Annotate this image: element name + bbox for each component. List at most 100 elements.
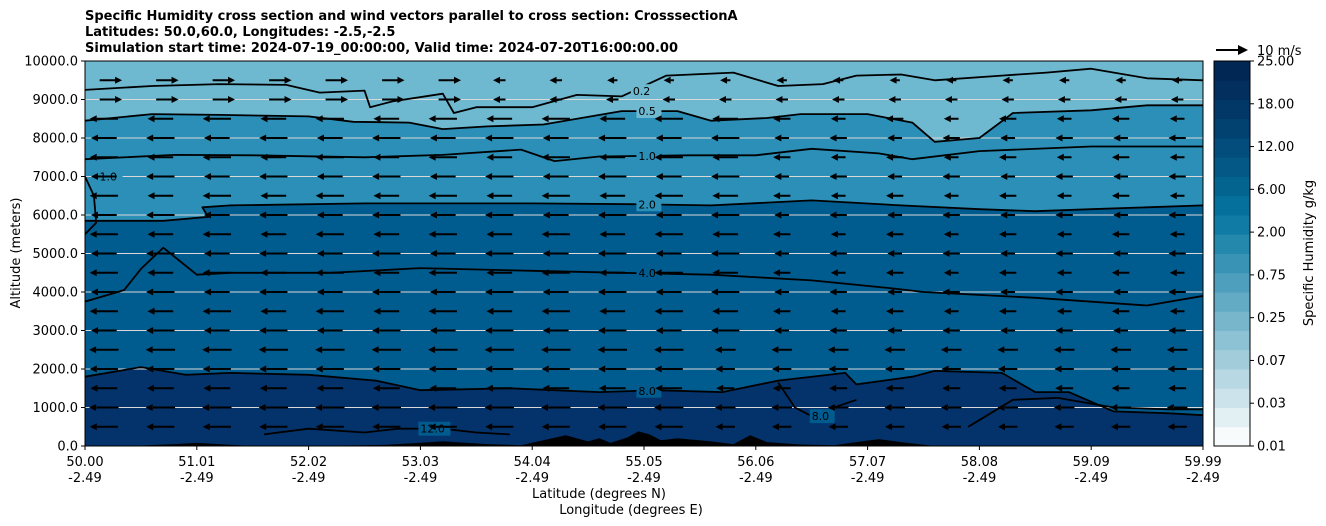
wind-vector-head xyxy=(772,423,780,431)
wind-vector-head xyxy=(943,307,951,315)
wind-vector-head xyxy=(1113,173,1121,180)
contour-label-bg xyxy=(636,383,662,398)
wind-vector-head xyxy=(316,134,324,142)
contour-label: 2.0 xyxy=(638,198,656,211)
wind-vector-head xyxy=(1169,307,1177,315)
wind-vector-head xyxy=(1053,346,1061,354)
wind-vector-head xyxy=(260,115,268,123)
wind-vector-head xyxy=(541,404,549,411)
colorbar-segment xyxy=(1214,215,1250,235)
wind-vector-head xyxy=(1110,365,1118,373)
wind-vector-head xyxy=(315,269,323,277)
colorbar-segment xyxy=(1214,138,1250,158)
wind-vector-head xyxy=(397,76,405,84)
wind-vector-head xyxy=(887,327,895,334)
wind-vector-head xyxy=(887,173,895,180)
humidity-contours: 0.20.51.02.04.08.08.012.01.0 xyxy=(85,67,1203,436)
x-tick-label-lat: 59.99 xyxy=(1184,455,1221,470)
wind-vector-head xyxy=(943,153,951,161)
wind-vector-head xyxy=(260,153,268,161)
wind-vector-head xyxy=(89,269,97,277)
wind-vector-head xyxy=(772,365,780,373)
x-tick-label-lon: -2.49 xyxy=(627,471,661,486)
wind-vector-head xyxy=(146,134,154,142)
wind-vector-head xyxy=(999,230,1007,238)
wind-vector-head xyxy=(942,327,950,334)
wind-vector-head xyxy=(1054,365,1062,373)
wind-vector-head xyxy=(1110,346,1118,354)
wind-vector-head xyxy=(341,76,349,84)
wind-vector-head xyxy=(428,307,436,315)
wind-vector-head xyxy=(147,230,155,238)
wind-vector-head xyxy=(484,346,492,354)
wind-vector-head xyxy=(655,211,663,219)
wind-vector-head xyxy=(147,153,155,161)
wind-vector-head xyxy=(827,404,835,411)
wind-vector-head xyxy=(942,288,950,296)
y-tick-label: 5000.0 xyxy=(33,247,79,262)
wind-vector-head xyxy=(485,365,493,373)
wind-vector-head xyxy=(598,384,606,392)
wind-vector-head xyxy=(942,250,950,257)
wind-vector-head xyxy=(943,115,951,123)
colorbar-segment xyxy=(1214,118,1250,139)
wind-vector-head xyxy=(316,173,324,180)
colorbar-segment xyxy=(1214,61,1250,81)
wind-vector-head xyxy=(833,76,841,84)
wind-vector-head xyxy=(203,250,211,257)
wind-vector-head xyxy=(655,327,663,334)
wind-vector-head xyxy=(1000,327,1008,334)
wind-vector-head xyxy=(373,153,381,161)
wind-vector-head xyxy=(89,192,97,200)
wind-vector-head xyxy=(886,230,894,238)
wind-vector-head xyxy=(999,153,1007,161)
wind-vector-head xyxy=(941,423,949,431)
contour-line xyxy=(263,427,510,436)
wind-vector-head xyxy=(1111,307,1119,315)
wind-vector-head xyxy=(1056,192,1064,200)
wind-vector-head xyxy=(887,211,895,219)
colorbar-tick-label: 12.00 xyxy=(1257,140,1294,155)
wind-vector-head xyxy=(147,307,155,315)
terrain-shape xyxy=(85,431,1203,446)
colorbar-segment xyxy=(1214,195,1250,216)
wind-vector-head xyxy=(171,76,179,84)
wind-vector-head xyxy=(1169,192,1177,200)
wind-vector-head xyxy=(1115,76,1123,84)
colorbar-label: Specific Humidity g/kg xyxy=(1302,180,1317,326)
wind-vector-head xyxy=(711,288,719,296)
x-tick-label-lon: -2.49 xyxy=(180,471,214,486)
wind-vector-head xyxy=(486,153,494,161)
wind-vector-head xyxy=(146,288,154,296)
wind-vector-head xyxy=(542,134,550,142)
contour-line xyxy=(85,366,1203,417)
wind-vector-head xyxy=(259,134,267,142)
wind-vector-head xyxy=(597,346,605,354)
contour-line xyxy=(85,67,1203,114)
wind-vector-head xyxy=(885,423,893,431)
wind-vector-head xyxy=(829,327,837,334)
wind-vector-head xyxy=(202,365,210,373)
wind-vector-head xyxy=(829,288,837,296)
wind-vector-head xyxy=(886,153,894,161)
wind-vector-head xyxy=(1113,211,1121,219)
wind-vector-head xyxy=(372,250,380,257)
colorbar-segment xyxy=(1214,330,1250,351)
wind-vector-head xyxy=(889,76,897,84)
contour-label-bg xyxy=(636,266,662,281)
x-tick-label-lat: 51.01 xyxy=(178,455,215,470)
wind-vector-head xyxy=(372,134,380,142)
wind-vector-head xyxy=(772,384,780,392)
wind-vector-head xyxy=(1114,96,1122,103)
wind-vector-head xyxy=(203,173,211,180)
wind-vector-head xyxy=(887,250,895,257)
y-tick-label: 3000.0 xyxy=(33,324,79,339)
wind-vector-head xyxy=(773,307,781,315)
wind-vector-head xyxy=(372,384,380,392)
wind-vector-head xyxy=(202,192,210,200)
x-tick-label-lon: -2.49 xyxy=(68,471,102,486)
colorbar-tick-label: 0.75 xyxy=(1257,268,1286,283)
wind-vector-head xyxy=(599,153,607,161)
colorbar-tick-label: 0.01 xyxy=(1257,440,1286,455)
wind-vector-head xyxy=(372,423,380,431)
